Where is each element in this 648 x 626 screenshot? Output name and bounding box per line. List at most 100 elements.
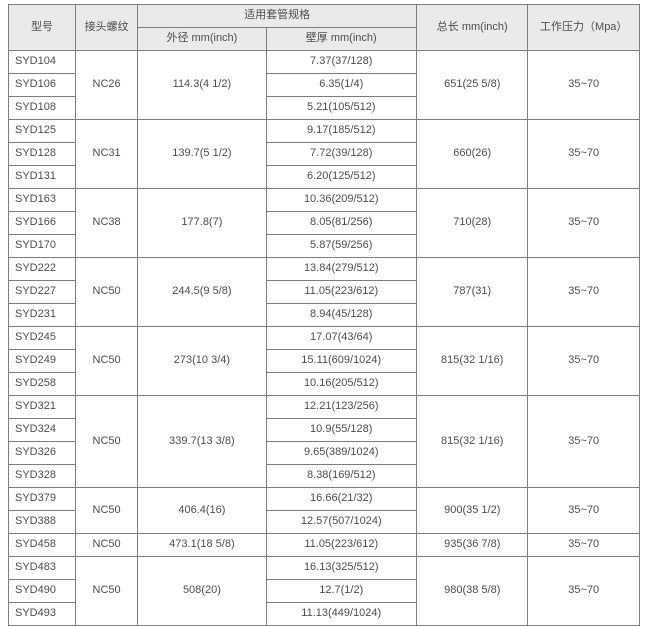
cell-wall-thickness: 13.84(279/512) <box>266 258 417 281</box>
table-header: 型号 接头螺纹 适用套管规格 总长 mm(inch) 工作压力（Mpa） 外径 … <box>9 5 640 51</box>
table-row: SYD245NC50273(10 3/4)17.07(43/64)815(32 … <box>9 327 640 350</box>
cell-model: SYD490 <box>9 580 76 603</box>
casing-spec-table-wrap: 型号 接头螺纹 适用套管规格 总长 mm(inch) 工作压力（Mpa） 外径 … <box>0 0 648 520</box>
cell-wall-thickness: 7.37(37/128) <box>266 51 417 74</box>
cell-thread: NC50 <box>75 396 137 488</box>
cell-model: SYD131 <box>9 166 76 189</box>
cell-total-length: 900(35 1/2) <box>417 488 528 534</box>
cell-wall-thickness: 16.66(21/32) <box>266 488 417 511</box>
table-row: SYD222NC50244.5(9 5/8)13.84(279/512)787(… <box>9 258 640 281</box>
cell-model: SYD170 <box>9 235 76 258</box>
th-thread: 接头螺纹 <box>75 5 137 51</box>
table-row: SYD321NC50339.7(13 3/8)12.21(123/256)815… <box>9 396 640 419</box>
cell-model: SYD231 <box>9 304 76 327</box>
cell-outer-diameter: 244.5(9 5/8) <box>138 258 266 327</box>
cell-thread: NC50 <box>75 557 137 626</box>
cell-wall-thickness: 7.72(39/128) <box>266 143 417 166</box>
cell-wall-thickness: 12.7(1/2) <box>266 580 417 603</box>
table-row: SYD379NC50406.4(16)16.66(21/32)900(35 1/… <box>9 488 640 511</box>
cell-model: SYD483 <box>9 557 76 580</box>
cell-working-pressure: 35~70 <box>528 51 640 120</box>
cell-wall-thickness: 6.35(1/4) <box>266 74 417 97</box>
cell-wall-thickness: 11.13(449/1024) <box>266 603 417 626</box>
cell-wall-thickness: 10.36(209/512) <box>266 189 417 212</box>
th-model: 型号 <box>9 5 76 51</box>
cell-working-pressure: 35~70 <box>528 396 640 488</box>
table-row: SYD483NC50508(20)16.13(325/512)980(38 5/… <box>9 557 640 580</box>
th-casing-group: 适用套管规格 <box>138 5 417 28</box>
cell-model: SYD458 <box>9 534 76 557</box>
table-row: SYD104NC26114.3(4 1/2)7.37(37/128)651(25… <box>9 51 640 74</box>
cell-model: SYD258 <box>9 373 76 396</box>
table-row: SYD458NC50473.1(18 5/8)11.05(223/612)935… <box>9 534 640 557</box>
cell-model: SYD163 <box>9 189 76 212</box>
cell-model: SYD379 <box>9 488 76 511</box>
cell-model: SYD104 <box>9 51 76 74</box>
cell-wall-thickness: 5.87(59/256) <box>266 235 417 258</box>
cell-wall-thickness: 8.38(169/512) <box>266 465 417 488</box>
cell-wall-thickness: 6.20(125/512) <box>266 166 417 189</box>
cell-total-length: 710(28) <box>417 189 528 258</box>
cell-wall-thickness: 8.94(45/128) <box>266 304 417 327</box>
cell-working-pressure: 35~70 <box>528 189 640 258</box>
cell-total-length: 980(38 5/8) <box>417 557 528 626</box>
table-row: SYD125NC31139.7(5 1/2)9.17(185/512)660(2… <box>9 120 640 143</box>
cell-model: SYD324 <box>9 419 76 442</box>
cell-model: SYD227 <box>9 281 76 304</box>
cell-wall-thickness: 8.05(81/256) <box>266 212 417 235</box>
cell-model: SYD245 <box>9 327 76 350</box>
cell-working-pressure: 35~70 <box>528 120 640 189</box>
th-wall-thickness: 壁厚 mm(inch) <box>266 28 417 51</box>
cell-wall-thickness: 12.21(123/256) <box>266 396 417 419</box>
cell-wall-thickness: 10.9(55/128) <box>266 419 417 442</box>
cell-working-pressure: 35~70 <box>528 557 640 626</box>
cell-model: SYD166 <box>9 212 76 235</box>
cell-total-length: 787(31) <box>417 258 528 327</box>
cell-total-length: 935(36 7/8) <box>417 534 528 557</box>
th-total-length: 总长 mm(inch) <box>417 5 528 51</box>
cell-outer-diameter: 339.7(13 3/8) <box>138 396 266 488</box>
cell-model: SYD328 <box>9 465 76 488</box>
th-outer-diameter: 外径 mm(inch) <box>138 28 266 51</box>
table-row: SYD163NC38177.8(7)10.36(209/512)710(28)3… <box>9 189 640 212</box>
casing-spec-table: 型号 接头螺纹 适用套管规格 总长 mm(inch) 工作压力（Mpa） 外径 … <box>8 4 640 626</box>
cell-total-length: 815(32 1/16) <box>417 396 528 488</box>
cell-working-pressure: 35~70 <box>528 488 640 534</box>
cell-thread: NC38 <box>75 189 137 258</box>
cell-outer-diameter: 473.1(18 5/8) <box>138 534 266 557</box>
cell-outer-diameter: 177.8(7) <box>138 189 266 258</box>
cell-model: SYD128 <box>9 143 76 166</box>
cell-outer-diameter: 406.4(16) <box>138 488 266 534</box>
cell-total-length: 651(25 5/8) <box>417 51 528 120</box>
th-working-pressure: 工作压力（Mpa） <box>528 5 640 51</box>
cell-model: SYD321 <box>9 396 76 419</box>
cell-thread: NC31 <box>75 120 137 189</box>
cell-working-pressure: 35~70 <box>528 534 640 557</box>
cell-model: SYD388 <box>9 511 76 534</box>
cell-model: SYD108 <box>9 97 76 120</box>
cell-wall-thickness: 9.17(185/512) <box>266 120 417 143</box>
table-body: SYD104NC26114.3(4 1/2)7.37(37/128)651(25… <box>9 51 640 626</box>
cell-model: SYD249 <box>9 350 76 373</box>
cell-model: SYD493 <box>9 603 76 626</box>
cell-wall-thickness: 9.65(389/1024) <box>266 442 417 465</box>
cell-model: SYD222 <box>9 258 76 281</box>
cell-thread: NC50 <box>75 327 137 396</box>
cell-wall-thickness: 12.57(507/1024) <box>266 511 417 534</box>
cell-wall-thickness: 10.16(205/512) <box>266 373 417 396</box>
cell-wall-thickness: 17.07(43/64) <box>266 327 417 350</box>
cell-outer-diameter: 114.3(4 1/2) <box>138 51 266 120</box>
cell-total-length: 660(26) <box>417 120 528 189</box>
cell-wall-thickness: 5.21(105/512) <box>266 97 417 120</box>
cell-wall-thickness: 15.11(609/1024) <box>266 350 417 373</box>
cell-model: SYD326 <box>9 442 76 465</box>
cell-outer-diameter: 508(20) <box>138 557 266 626</box>
cell-outer-diameter: 273(10 3/4) <box>138 327 266 396</box>
cell-thread: NC50 <box>75 258 137 327</box>
cell-thread: NC50 <box>75 488 137 534</box>
cell-wall-thickness: 16.13(325/512) <box>266 557 417 580</box>
cell-wall-thickness: 11.05(223/612) <box>266 534 417 557</box>
cell-wall-thickness: 11.05(223/612) <box>266 281 417 304</box>
cell-thread: NC26 <box>75 51 137 120</box>
cell-total-length: 815(32 1/16) <box>417 327 528 396</box>
